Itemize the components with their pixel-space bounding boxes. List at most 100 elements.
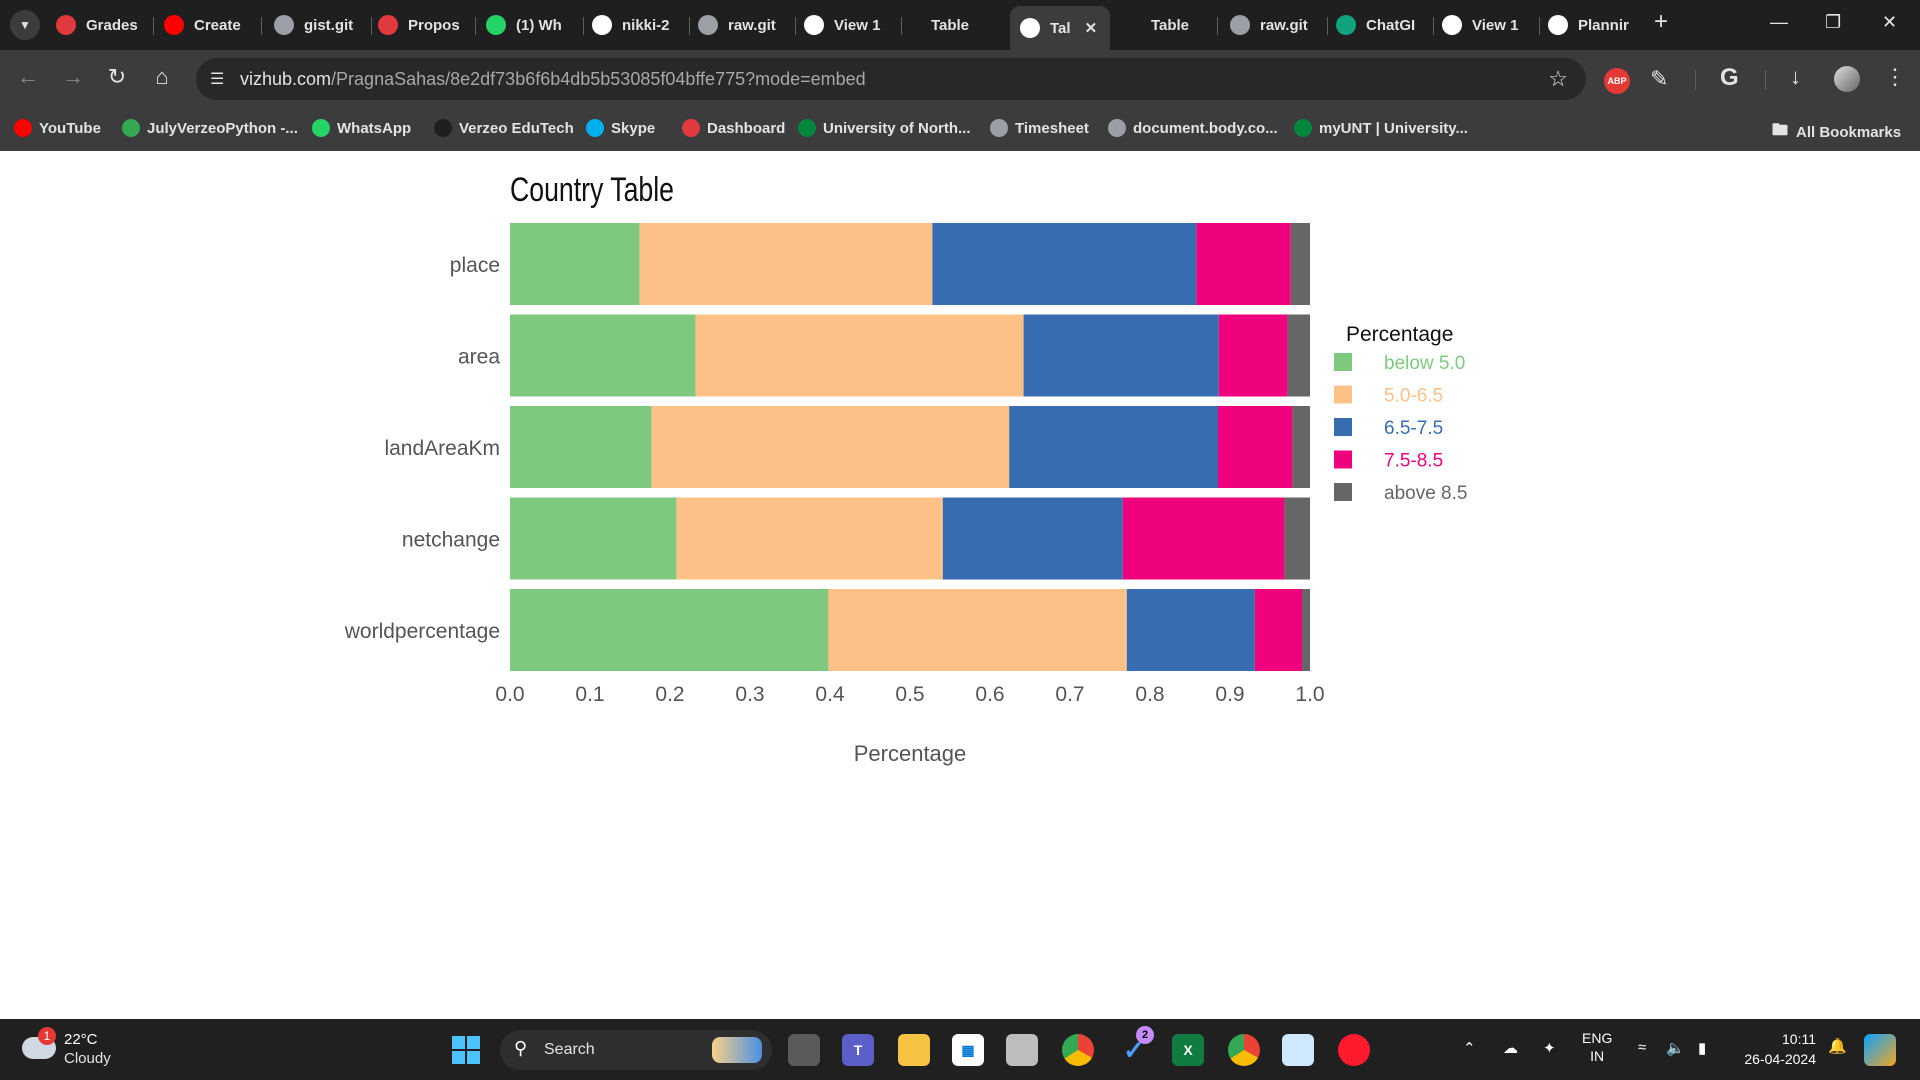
bookmark-label: Verzeo EduTech (459, 119, 574, 137)
x-tick-label: 0.2 (655, 683, 684, 706)
browser-tab[interactable]: Grades (56, 8, 146, 42)
bookmark-item[interactable]: Dashboard (682, 119, 785, 137)
tab-label: Table (1150, 16, 1190, 34)
github-icon (1442, 15, 1462, 35)
tray-overflow-icon[interactable]: ⌃ (1463, 1040, 1476, 1057)
home-icon[interactable]: ⌂ (155, 64, 169, 89)
todo-icon[interactable]: ✓ 2 (1118, 1026, 1154, 1066)
bookmark-star-icon[interactable]: ☆ (1548, 66, 1568, 91)
weather-widget[interactable]: 1 22°C Cloudy (22, 1027, 162, 1071)
taskbar-search[interactable]: ⚲ Search (500, 1030, 772, 1070)
excel-icon[interactable]: X (1172, 1034, 1204, 1066)
tab-label: View 1 (1472, 16, 1519, 34)
tab-separator (1327, 17, 1328, 35)
tab-label: (1) Wh (516, 16, 562, 34)
browser-tab[interactable]: Table (1130, 8, 1210, 42)
clock[interactable]: 10:11 26-04-2024 (1734, 1029, 1816, 1069)
bookmark-item[interactable]: JulyVerzeoPython -... (122, 119, 298, 137)
browser-tab[interactable]: nikki-2 (592, 8, 682, 42)
bar-segment (1290, 223, 1310, 305)
chrome-icon[interactable] (1062, 1034, 1094, 1066)
google-icon[interactable]: G (1720, 64, 1739, 91)
weather-temp: 22°C (64, 1031, 98, 1048)
browser-tab[interactable]: (1) Wh (486, 8, 576, 42)
menu-icon[interactable]: ⋮ (1884, 64, 1906, 89)
category-label: worldpercentage (344, 620, 500, 643)
close-window-icon[interactable]: ✕ (1882, 12, 1898, 32)
browser-tab[interactable]: Plannir (1548, 8, 1638, 42)
extensions-icon[interactable]: ✎ (1650, 66, 1669, 91)
download-icon[interactable]: ↓ (1790, 64, 1801, 89)
minimize-icon[interactable]: — (1770, 12, 1788, 32)
profile-avatar[interactable] (1834, 66, 1860, 92)
bookmark-item[interactable]: Timesheet (990, 119, 1089, 137)
windows-start-icon[interactable] (450, 1034, 482, 1066)
bookmark-item[interactable]: WhatsApp (312, 119, 411, 137)
browser-tab[interactable]: ChatGI (1336, 8, 1426, 42)
tab-separator (1433, 17, 1434, 35)
wifi-icon[interactable]: ≈ (1638, 1039, 1647, 1056)
browser-tab[interactable]: View 1 (804, 8, 894, 42)
notification-bell-icon[interactable]: 🔔 (1828, 1038, 1847, 1055)
browser-tab[interactable]: raw.git (698, 8, 788, 42)
teams-icon[interactable]: T (842, 1034, 874, 1066)
close-tab-icon[interactable]: ✕ (1084, 20, 1098, 37)
bookmark-item[interactable]: YouTube (14, 119, 101, 137)
all-bookmarks[interactable]: 🖿 All Bookmarks (1772, 119, 1901, 146)
weather-desc: Cloudy (64, 1050, 111, 1067)
bookmark-label: Skype (611, 119, 656, 137)
browser-tab[interactable]: Table (910, 8, 990, 42)
volume-muted-icon[interactable]: 🔈 (1666, 1040, 1685, 1057)
x-tick-label: 0.3 (735, 683, 764, 706)
tab-search-button[interactable]: ▼ (10, 10, 40, 40)
bookmark-item[interactable]: Verzeo EduTech (434, 119, 574, 137)
file-explorer-icon[interactable] (898, 1034, 930, 1066)
adblock-icon[interactable]: ABP (1604, 68, 1630, 94)
language-indicator[interactable]: ENG IN (1582, 1029, 1612, 1065)
x-tick-label: 0.1 (575, 683, 604, 706)
bookmark-item[interactable]: University of North... (798, 119, 971, 137)
browser-tab[interactable]: Create (164, 8, 254, 42)
chart-title: Country Table (510, 171, 674, 209)
restore-icon[interactable]: ❐ (1825, 12, 1842, 32)
bookmark-label: University of North... (823, 119, 971, 137)
snipping-tool-icon[interactable] (1282, 1034, 1314, 1066)
drive-icon[interactable] (1006, 1034, 1038, 1066)
browser-tab[interactable]: raw.git (1230, 8, 1320, 42)
github-icon (592, 15, 612, 35)
tray-app-icon[interactable]: ✦ (1543, 1040, 1556, 1057)
toolbar-divider (1765, 70, 1766, 90)
copilot-icon[interactable] (1864, 1034, 1896, 1066)
address-bar[interactable]: ☰ vizhub.com/PragnaSahas/8e2df73b6f6b4db… (196, 58, 1586, 100)
battery-icon[interactable]: ▮ (1698, 1040, 1707, 1057)
bookmark-item[interactable]: Skype (586, 119, 655, 137)
onedrive-icon[interactable]: ☁ (1503, 1040, 1518, 1057)
opera-icon[interactable] (1338, 1034, 1370, 1066)
reload-icon[interactable]: ↻ (107, 64, 127, 89)
ms-store-icon[interactable]: ▦ (952, 1034, 984, 1066)
x-tick-label: 0.6 (975, 683, 1004, 706)
x-tick-label: 1.0 (1295, 683, 1324, 706)
browser-tab[interactable]: View 1 (1442, 8, 1532, 42)
legend-item-label: 6.5-7.5 (1384, 418, 1443, 439)
new-tab-icon[interactable]: + (1654, 8, 1669, 35)
bookmark-item[interactable]: myUNT | University... (1294, 119, 1468, 137)
bookmark-item[interactable]: document.body.co... (1108, 119, 1278, 137)
tab-label: nikki-2 (622, 16, 670, 34)
site-info-icon[interactable]: ☰ (210, 71, 225, 88)
task-view-icon[interactable] (788, 1034, 820, 1066)
bar-segment (1126, 589, 1255, 671)
bar-segment (1287, 314, 1310, 397)
folder-icon: 🖿 (1772, 122, 1789, 139)
forward-icon[interactable]: → (62, 64, 84, 89)
bookmark-icon (1294, 119, 1312, 137)
chrome-active-icon[interactable] (1228, 1034, 1260, 1066)
browser-tab[interactable]: Tal ✕ (1010, 6, 1110, 50)
back-icon[interactable]: ← (17, 64, 39, 89)
browser-tab[interactable]: gist.git (274, 8, 364, 42)
url-text[interactable]: vizhub.com/PragnaSahas/8e2df73b6f6b4db5b… (240, 69, 866, 89)
clock-time: 10:11 (1782, 1031, 1816, 1047)
browser-tab[interactable]: Propos (378, 8, 468, 42)
bar-segment (1196, 223, 1291, 305)
legend-title: Percentage (1346, 323, 1453, 346)
